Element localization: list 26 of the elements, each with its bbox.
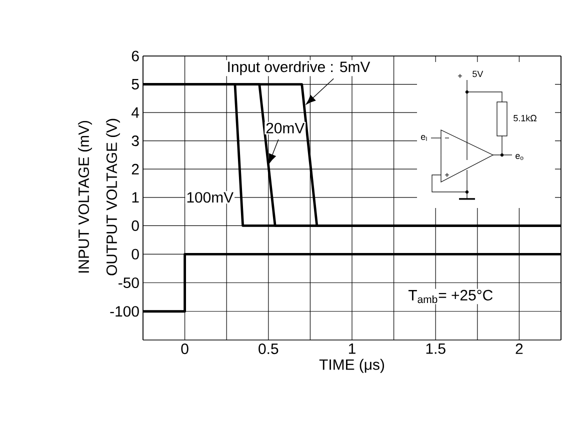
x-tick-label: 0 [181,344,188,354]
y-axis-title: INPUT VOLTAGE (mV) [78,120,92,273]
y-tick-label: 3 [132,136,139,146]
y-axis-title: OUTPUT VOLTAGE (V) [106,118,120,276]
x-tick-label: 1.5 [426,344,446,354]
series-label: 100mV [187,192,234,203]
annotation: 5V [472,70,484,78]
y-tick-label: 0 [132,220,139,231]
x-tick-label: 2 [516,344,523,354]
y-tick-label: 1 [132,192,139,203]
annotation: 5.1kΩ [514,114,536,122]
y-tick-label: 0 [132,248,139,260]
y-tick-label: 6 [132,50,139,62]
x-tick-label: 0.5 [258,344,278,354]
annotation: e$_{I}$ [421,135,427,141]
annotation: T$_{amb}$= +25°C [408,290,493,304]
x-tick-label: 1 [348,344,356,354]
series-label: Input overdrive : 5mV [228,61,370,76]
series-label: 20mV [266,122,305,134]
y-tick-label: -50 [118,277,139,288]
y-tick-label: 5 [132,79,139,90]
y-tick-label: 4 [132,107,140,118]
y-tick-label: -100 [110,306,139,317]
annotation: e$_{o}$ [516,154,524,160]
y-tick-label: 2 [132,164,139,174]
x-axis-title: TIME (μs) [319,358,384,373]
